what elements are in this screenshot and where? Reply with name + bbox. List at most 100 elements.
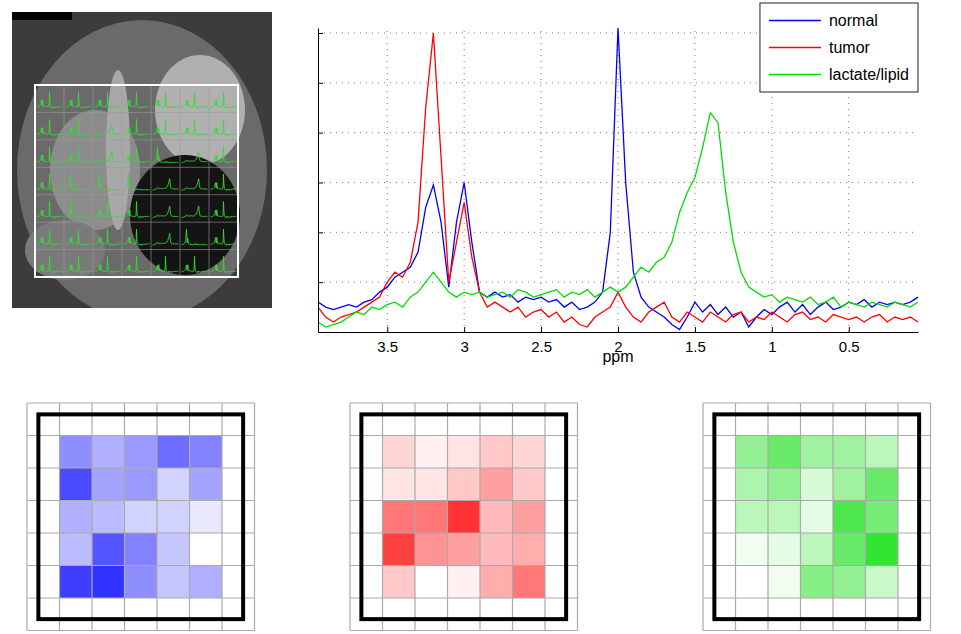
spectrum-line <box>318 28 918 330</box>
heatmap-cell <box>92 436 125 469</box>
heatmap-cell <box>448 468 481 501</box>
heatmap-cell <box>383 436 416 469</box>
heatmap-cell <box>60 468 93 501</box>
grid-line <box>27 597 255 598</box>
voxel-spectrum <box>95 151 121 163</box>
grid-line <box>254 403 255 631</box>
voxel-spectrum <box>211 229 237 245</box>
y-tick-mark <box>318 232 323 233</box>
grid-line <box>350 532 578 533</box>
frame <box>38 414 243 619</box>
grid-line <box>897 403 898 631</box>
heatmap-cell <box>125 533 158 566</box>
heatmap-cell <box>768 566 801 599</box>
grid-line <box>349 403 350 631</box>
voxel-spectrum <box>37 174 63 190</box>
heatmap-cell <box>415 501 448 534</box>
voxel-grid-line <box>35 194 238 195</box>
grid-line <box>832 403 833 631</box>
voxel-spectrum <box>95 202 121 218</box>
voxel-spectrum <box>124 202 150 218</box>
image-region <box>130 155 240 275</box>
grid-line-y <box>318 132 918 133</box>
y-tick <box>318 33 323 34</box>
voxel-spectrum <box>211 147 237 163</box>
heatmap-cell <box>833 533 866 566</box>
heatmap-cell <box>383 566 416 599</box>
y-tick <box>318 182 323 183</box>
x-tick: 2.5 <box>531 327 552 355</box>
grid-line <box>479 403 480 631</box>
voxel-spectrum <box>66 92 92 108</box>
heatmap-cell <box>866 566 899 599</box>
heatmap-cell <box>415 533 448 566</box>
voxel-spectrum <box>153 147 179 163</box>
voxel-grid-line <box>35 222 238 223</box>
x-tick-label: 0.5 <box>839 338 860 355</box>
heatmap-cell <box>157 436 190 469</box>
grid-line <box>703 532 931 533</box>
grid-line <box>703 467 931 468</box>
grid-line <box>577 403 578 631</box>
voxel-spectrum <box>153 206 179 218</box>
voxel-spectrum <box>211 174 237 190</box>
grid-line <box>27 500 255 501</box>
heatmap <box>350 403 578 631</box>
grid-line <box>865 403 866 631</box>
voxel-spectrum <box>182 119 208 135</box>
heatmap-cell <box>125 436 158 469</box>
heatmap-cell <box>736 533 769 566</box>
heatmap-cell <box>866 468 899 501</box>
legend-swatch <box>769 20 821 22</box>
heatmap-cell <box>60 501 93 534</box>
legend-swatch <box>769 47 821 49</box>
heatmap-cell <box>480 436 513 469</box>
heatmap-cell <box>157 566 190 599</box>
grid-line <box>930 403 931 631</box>
x-tick-label: 2.5 <box>531 338 552 355</box>
heatmap-cell <box>125 566 158 599</box>
heatmap-cell <box>448 566 481 599</box>
x-tick-label: 3.5 <box>377 338 398 355</box>
grid-line-x <box>694 28 695 332</box>
heatmap-cell <box>513 501 546 534</box>
grid-line <box>350 435 578 436</box>
y-tick <box>318 282 323 283</box>
heatmap-cell <box>190 501 223 534</box>
x-tick: 1.5 <box>685 327 706 355</box>
spectrum-line <box>318 113 918 327</box>
x-tick-mark <box>772 327 773 332</box>
voxel-spectrum <box>182 92 208 108</box>
heatmap-cell <box>833 501 866 534</box>
voxel-spectrum <box>182 206 208 218</box>
voxel-grid-line <box>151 85 152 277</box>
frame <box>714 414 919 619</box>
y-axis <box>318 29 323 333</box>
heatmap-cell <box>448 501 481 534</box>
heatmap-cell <box>190 436 223 469</box>
voxel-grid-line <box>35 139 238 140</box>
grid-line <box>735 403 736 631</box>
voxel-spectrum <box>182 179 208 191</box>
grid-line <box>350 500 578 501</box>
voxel-spectrum <box>211 202 237 218</box>
grid-line <box>703 630 931 631</box>
voxel-grid-line <box>93 85 94 277</box>
grid-line <box>350 402 578 403</box>
heatmap-cell <box>383 533 416 566</box>
voxel-spectrum <box>182 151 208 163</box>
grid-line <box>91 403 92 631</box>
heatmap-cell <box>801 566 834 599</box>
voxel-spectrum <box>211 92 237 108</box>
voxel-spectrum <box>124 256 150 272</box>
heatmap-cell <box>833 566 866 599</box>
x-axis-title: ppm <box>602 348 633 365</box>
heatmap-cell <box>736 501 769 534</box>
image-bar <box>12 12 72 20</box>
grid-line <box>447 403 448 631</box>
x-tick-mark <box>387 327 388 332</box>
grid-line <box>189 403 190 631</box>
y-tick <box>318 232 323 233</box>
grid-line <box>26 403 27 631</box>
grid-line-y <box>318 232 918 233</box>
